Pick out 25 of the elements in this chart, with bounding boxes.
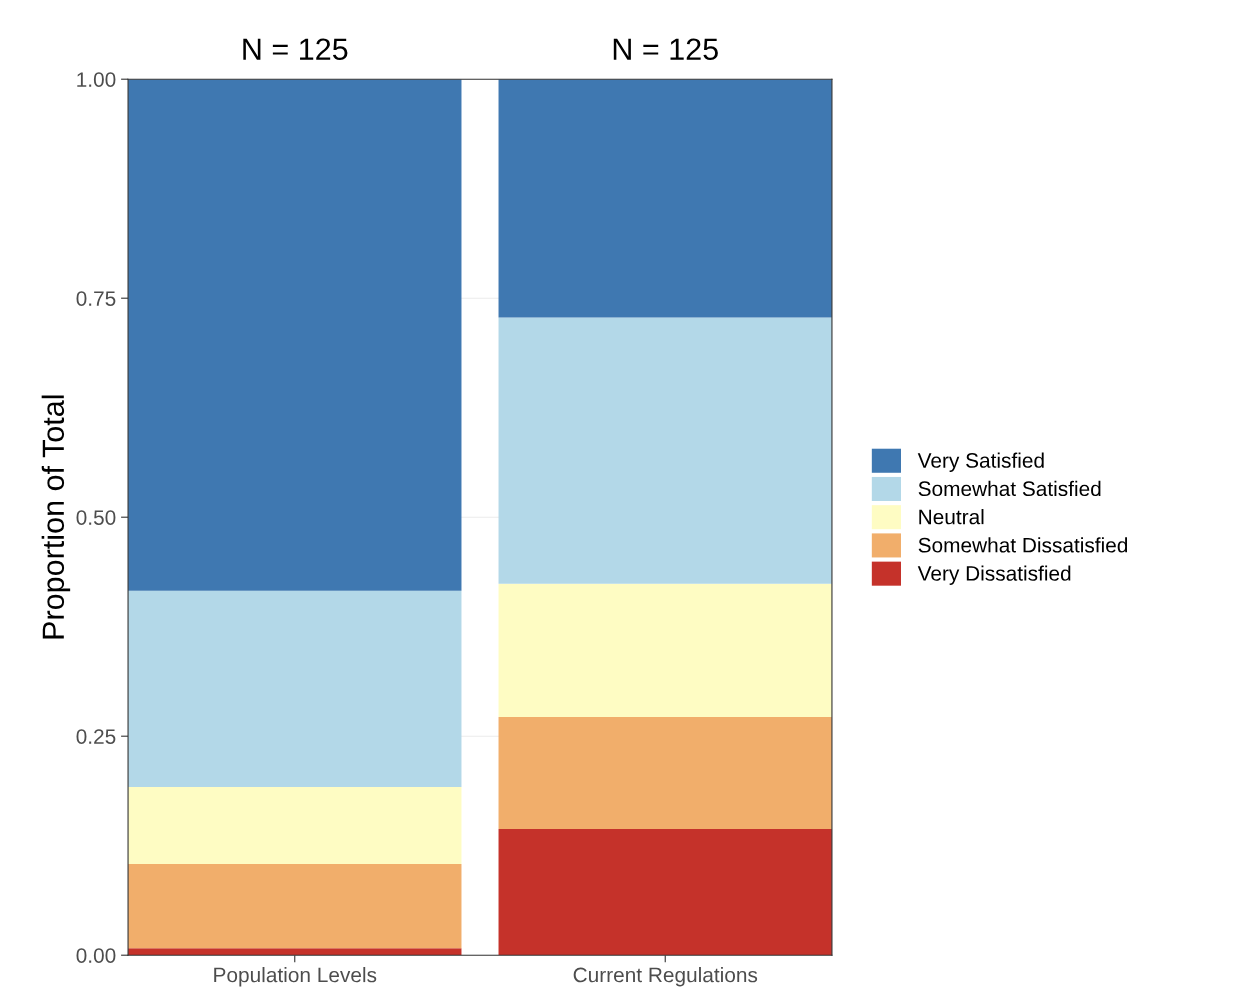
bar: [128, 864, 462, 949]
legend-label: Somewhat Satisfied: [918, 480, 1101, 497]
bar: [128, 787, 462, 865]
y-axis-title: Proportion of Total: [41, 395, 71, 639]
y-tick-label: 0.50: [76, 510, 116, 525]
y-tick-label: 0.25: [76, 729, 116, 744]
bar: [128, 79, 462, 591]
x-tick-label: Population Levels: [214, 967, 377, 987]
y-tick-label: 0.00: [76, 948, 116, 963]
y-tick-label: 0.75: [76, 291, 116, 306]
text: N = 125: [243, 38, 348, 61]
bar: [498, 79, 832, 318]
bar: [498, 583, 832, 717]
bar: [498, 829, 832, 956]
legend-label: Somewhat Dissatisfied: [918, 537, 1128, 553]
text: N = 125: [613, 38, 718, 61]
legend-label: Neutral: [919, 509, 984, 525]
legend-label: Very Dissatisfied: [917, 565, 1071, 585]
legend-label: Very Satisfied: [917, 452, 1044, 472]
bar: [498, 317, 832, 584]
y-tick-label: 1.00: [77, 72, 116, 87]
bar: [128, 590, 462, 788]
x-tick-label: Current Regulations: [573, 967, 758, 987]
bar: [128, 948, 462, 956]
bar: [498, 716, 832, 830]
